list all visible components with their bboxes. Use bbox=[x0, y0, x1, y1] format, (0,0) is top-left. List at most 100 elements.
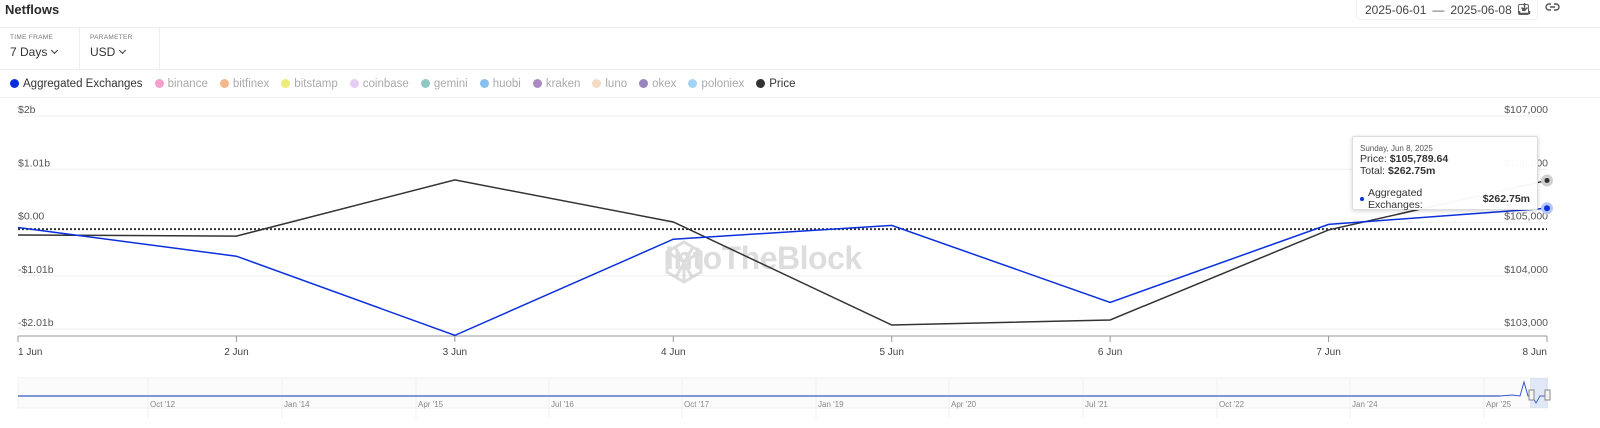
legend-dot-icon bbox=[756, 79, 766, 88]
aggregated-hover-marker bbox=[1544, 205, 1550, 212]
header: Netflows 2025-06-01 — 2025-06-08 bbox=[0, 0, 1600, 28]
legend-dot-icon bbox=[349, 79, 359, 88]
legend-label: binance bbox=[167, 77, 208, 90]
left-axis-tick: $1.01b bbox=[18, 157, 50, 169]
legend-label: Aggregated Exchanges bbox=[23, 77, 143, 90]
legend-item-coinbase[interactable]: coinbase bbox=[349, 77, 409, 90]
navigator-label: Jan '24 bbox=[1352, 400, 1378, 409]
intotheblock-logo-icon bbox=[665, 240, 703, 284]
tooltip-price-label: Price: bbox=[1360, 153, 1387, 165]
legend-item-poloniex[interactable]: poloniex bbox=[688, 78, 744, 90]
time-frame-value: 7 Days bbox=[10, 45, 48, 59]
link-icon bbox=[1545, 3, 1560, 11]
legend-label: luno bbox=[605, 77, 628, 90]
legend-item-kraken[interactable]: kraken bbox=[532, 77, 581, 90]
page-title: Netflows bbox=[5, 2, 60, 17]
watermark: IntoTheBlock bbox=[665, 240, 862, 284]
legend-dot-icon bbox=[688, 79, 698, 88]
series-dot-icon bbox=[1360, 197, 1364, 201]
chart-tooltip: Sunday, Jun 8, 2025 Price: $105,789.64 T… bbox=[1352, 136, 1538, 211]
legend-label: okex bbox=[652, 77, 677, 90]
legend-dot-icon bbox=[479, 79, 489, 88]
tooltip-series-value: $262.75m bbox=[1482, 193, 1530, 205]
navigator-label: Jul '16 bbox=[551, 400, 574, 409]
date-separator: — bbox=[1432, 2, 1445, 17]
navigator-label: Apr '20 bbox=[951, 400, 977, 409]
legend-item-gemini[interactable]: gemini bbox=[420, 77, 468, 90]
tooltip-total-value: $262.75m bbox=[1388, 165, 1436, 177]
x-axis-tick: 5 Jun bbox=[879, 347, 903, 358]
parameter-value: USD bbox=[90, 45, 116, 59]
date-range-picker[interactable]: 2025-06-01 — 2025-06-08 bbox=[1356, 0, 1538, 20]
legend-item-bitstamp[interactable]: bitstamp bbox=[281, 77, 338, 90]
legend-label: Price bbox=[769, 77, 796, 90]
legend-label: poloniex bbox=[701, 77, 745, 90]
legend-dot-icon bbox=[281, 79, 291, 88]
chevron-down-icon bbox=[119, 46, 127, 55]
legend-item-bitfinex[interactable]: bitfinex bbox=[219, 77, 270, 90]
x-axis-tick: 8 Jun bbox=[1523, 347, 1547, 358]
tooltip-total-label: Total: bbox=[1360, 165, 1386, 177]
time-frame-label: TIME FRAME bbox=[10, 34, 54, 41]
legend-item-price[interactable]: Price bbox=[756, 78, 795, 90]
legend-item-huobi[interactable]: huobi bbox=[479, 77, 521, 90]
tooltip-series-label: Aggregated Exchanges: bbox=[1367, 187, 1423, 211]
legend-item-okex[interactable]: okex bbox=[639, 78, 676, 90]
price-hover-marker bbox=[1544, 177, 1550, 183]
parameter-label: PARAMETER bbox=[90, 34, 133, 41]
legend-dot-icon bbox=[219, 79, 229, 88]
legend-label: huobi bbox=[492, 77, 521, 90]
navigator-label: Oct '22 bbox=[1219, 400, 1245, 409]
navigator-label: Jul '21 bbox=[1085, 400, 1108, 409]
legend-dot-icon bbox=[532, 79, 542, 88]
download-icon bbox=[1518, 3, 1531, 15]
navigator-label: Oct '17 bbox=[684, 400, 710, 409]
x-axis-tick: 4 Jun bbox=[661, 347, 685, 358]
legend-dot-icon bbox=[10, 79, 19, 88]
navigator-label: Jan '19 bbox=[818, 400, 844, 409]
price-line[interactable] bbox=[17, 179, 1548, 326]
navigator-label: Oct '12 bbox=[150, 400, 176, 409]
left-axis-tick: -$2.01b bbox=[18, 317, 54, 329]
legend-dot-icon bbox=[154, 79, 164, 88]
left-axis-tick: $0.00 bbox=[18, 211, 44, 223]
legend-item-luno[interactable]: luno bbox=[592, 78, 627, 90]
aggregated-exchanges-line[interactable] bbox=[17, 207, 1548, 337]
legend-label: coinbase bbox=[362, 77, 409, 90]
x-axis-tick: 7 Jun bbox=[1316, 347, 1340, 358]
legend-dot-icon bbox=[639, 79, 649, 88]
right-axis-tick: $105,000 bbox=[1504, 211, 1548, 223]
navigator-handle[interactable] bbox=[1528, 389, 1535, 401]
date-from: 2025-06-01 bbox=[1365, 2, 1427, 17]
download-button[interactable] bbox=[1518, 2, 1536, 18]
legend-item-binance[interactable]: binance bbox=[154, 77, 208, 90]
right-axis-tick: $104,000 bbox=[1504, 264, 1548, 276]
navigator-label: Apr '15 bbox=[418, 400, 444, 409]
chevron-down-icon bbox=[51, 46, 59, 55]
legend-label: bitfinex bbox=[232, 77, 270, 90]
legend-label: kraken bbox=[545, 77, 581, 90]
right-axis-tick: $107,000 bbox=[1504, 104, 1548, 116]
legend-dot-icon bbox=[592, 79, 602, 88]
date-to: 2025-06-08 bbox=[1450, 2, 1512, 17]
tooltip-price-value: $105,789.64 bbox=[1389, 153, 1449, 165]
legend-label: bitstamp bbox=[294, 77, 338, 90]
time-frame-select[interactable]: TIME FRAME 7 Days bbox=[0, 28, 80, 70]
parameter-select[interactable]: PARAMETER USD bbox=[80, 28, 160, 70]
legend-item-aggregated-exchanges[interactable]: Aggregated Exchanges bbox=[10, 78, 143, 90]
right-axis-tick: $103,000 bbox=[1504, 317, 1548, 329]
navigator-handle[interactable] bbox=[1544, 389, 1551, 401]
watermark-text: IntoTheBlock bbox=[665, 240, 862, 276]
navigator-label: Jan '14 bbox=[284, 400, 310, 409]
navigator-label: Apr '25 bbox=[1486, 400, 1512, 409]
left-axis-tick: $2b bbox=[18, 104, 36, 116]
left-axis-tick: -$1.01b bbox=[18, 264, 54, 276]
legend-label: gemini bbox=[433, 77, 468, 90]
link-button[interactable] bbox=[1545, 2, 1563, 18]
chart-area: $2b$107,000$1.01b$106,000$0.00$105,000-$… bbox=[0, 98, 1600, 428]
x-axis-tick: 6 Jun bbox=[1098, 347, 1122, 358]
chart-legend: Aggregated Exchanges binance bitfinex bitst… bbox=[0, 70, 1600, 98]
netflows-chart[interactable]: $2b$107,000$1.01b$106,000$0.00$105,000-$… bbox=[0, 98, 1600, 428]
navigator[interactable] bbox=[17, 377, 1548, 409]
x-axis-tick: 2 Jun bbox=[224, 347, 248, 358]
